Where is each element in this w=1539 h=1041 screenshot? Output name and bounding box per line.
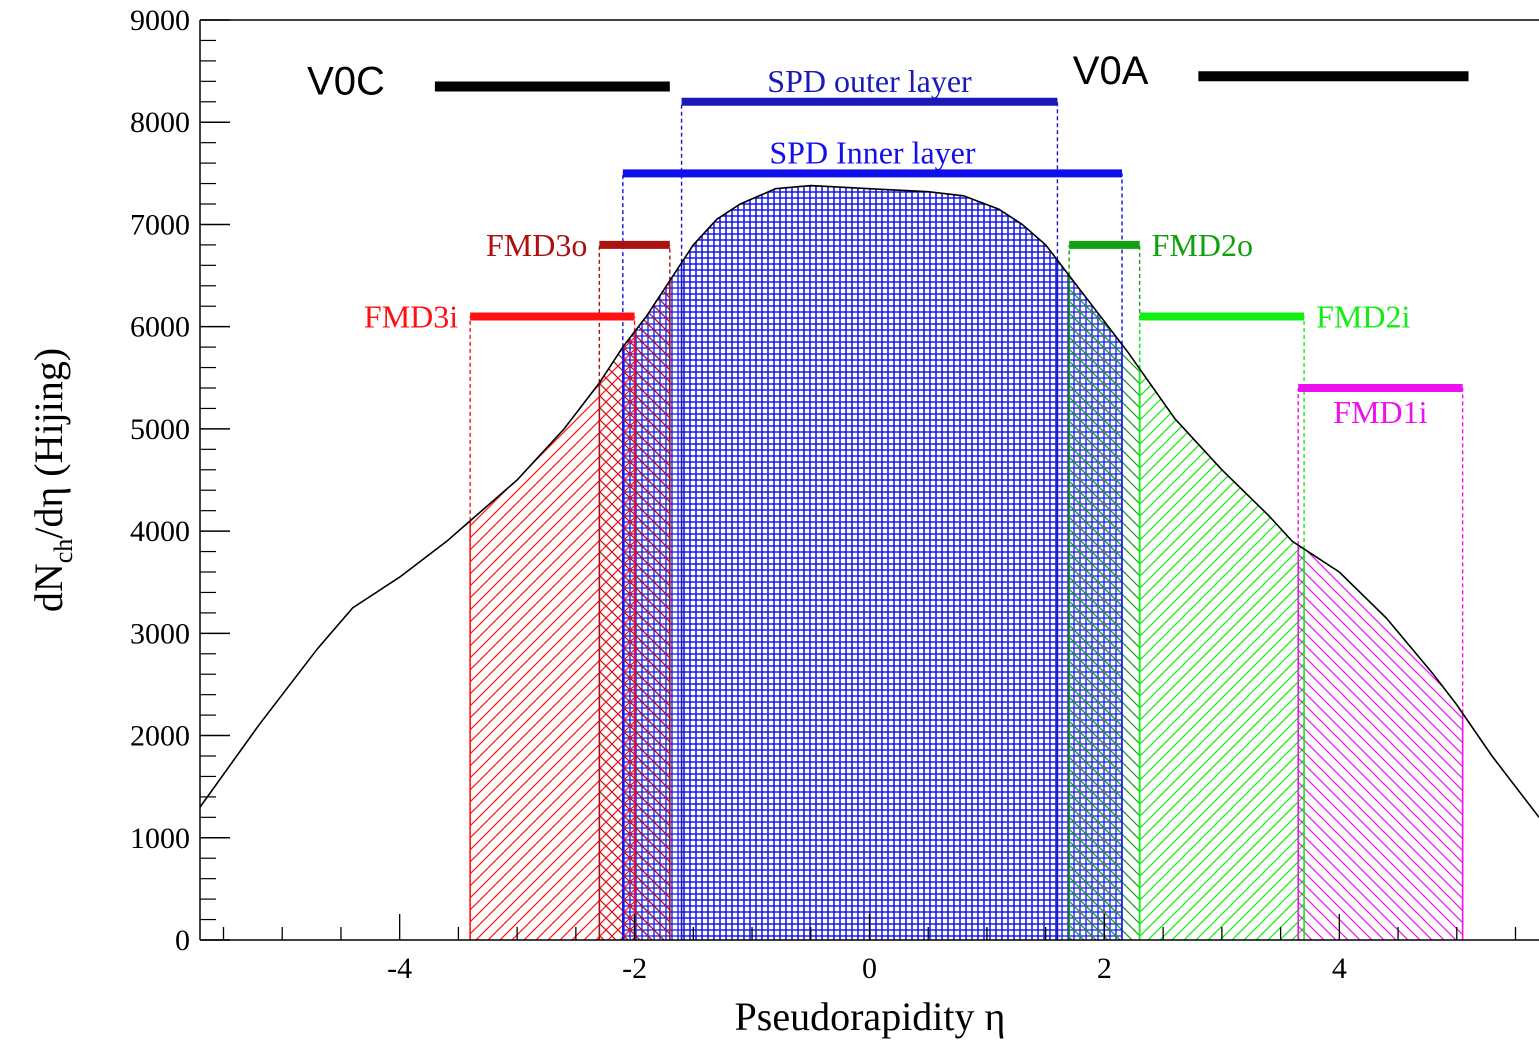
- x-tick-label: -4: [387, 952, 412, 985]
- y-tick-label: 2000: [130, 720, 190, 753]
- region-fills: [470, 185, 1463, 941]
- x-tick-label: 4: [1332, 952, 1347, 985]
- y-tick-label: 0: [175, 924, 190, 957]
- label-fmd3i: FMD3i: [364, 298, 458, 334]
- label-spd-outer-layer: SPD outer layer: [767, 63, 972, 99]
- y-tick-label: 3000: [130, 617, 190, 650]
- y-tick-label: 8000: [130, 106, 190, 139]
- x-axis-title: Pseudorapidity η: [735, 994, 1006, 1039]
- label-fmd3o: FMD3o: [486, 227, 587, 263]
- y-axis-title-rest: /dη (Hijing): [26, 348, 71, 539]
- labels: SPD outer layer SPD Inner layer FMD3o FMD3i…: [26, 4, 1428, 1039]
- y-axis-title: dNch/dη (Hijing): [26, 348, 78, 612]
- y-axis-title-sub: ch: [49, 539, 78, 564]
- distribution-curve: [199, 184, 1539, 818]
- axes: [199, 19, 1539, 941]
- y-tick-label: 7000: [130, 208, 190, 241]
- label-v0a: V0A: [1073, 49, 1149, 93]
- y-tick-label: 4000: [130, 515, 190, 548]
- y-tick-label: 5000: [130, 413, 190, 446]
- fill-fmd2o: [1069, 275, 1140, 941]
- label-fmd2o: FMD2o: [1152, 227, 1253, 263]
- fill-fmd2i: [1139, 368, 1305, 940]
- fill-spd-inner-layer: [622, 185, 1123, 940]
- label-v0c: V0C: [307, 59, 385, 103]
- fill-fmd1i: [1298, 545, 1463, 940]
- boundary-lines: [469, 101, 1464, 940]
- x-tick-label: 0: [862, 952, 877, 985]
- detector-bars: [434, 71, 1469, 392]
- x-tick-label: 2: [1097, 952, 1112, 985]
- y-tick-label: 1000: [130, 822, 190, 855]
- y-axis-title-main: dN: [26, 563, 71, 612]
- y-tick-label: 6000: [130, 311, 190, 344]
- y-tick-label: 9000: [130, 4, 190, 37]
- x-tick-label: -2: [622, 952, 647, 985]
- fill-fmd3i: [470, 331, 635, 940]
- label-fmd2i: FMD2i: [1316, 298, 1410, 334]
- label-fmd1i: FMD1i: [1333, 394, 1427, 430]
- label-spd-inner-layer: SPD Inner layer: [769, 134, 976, 170]
